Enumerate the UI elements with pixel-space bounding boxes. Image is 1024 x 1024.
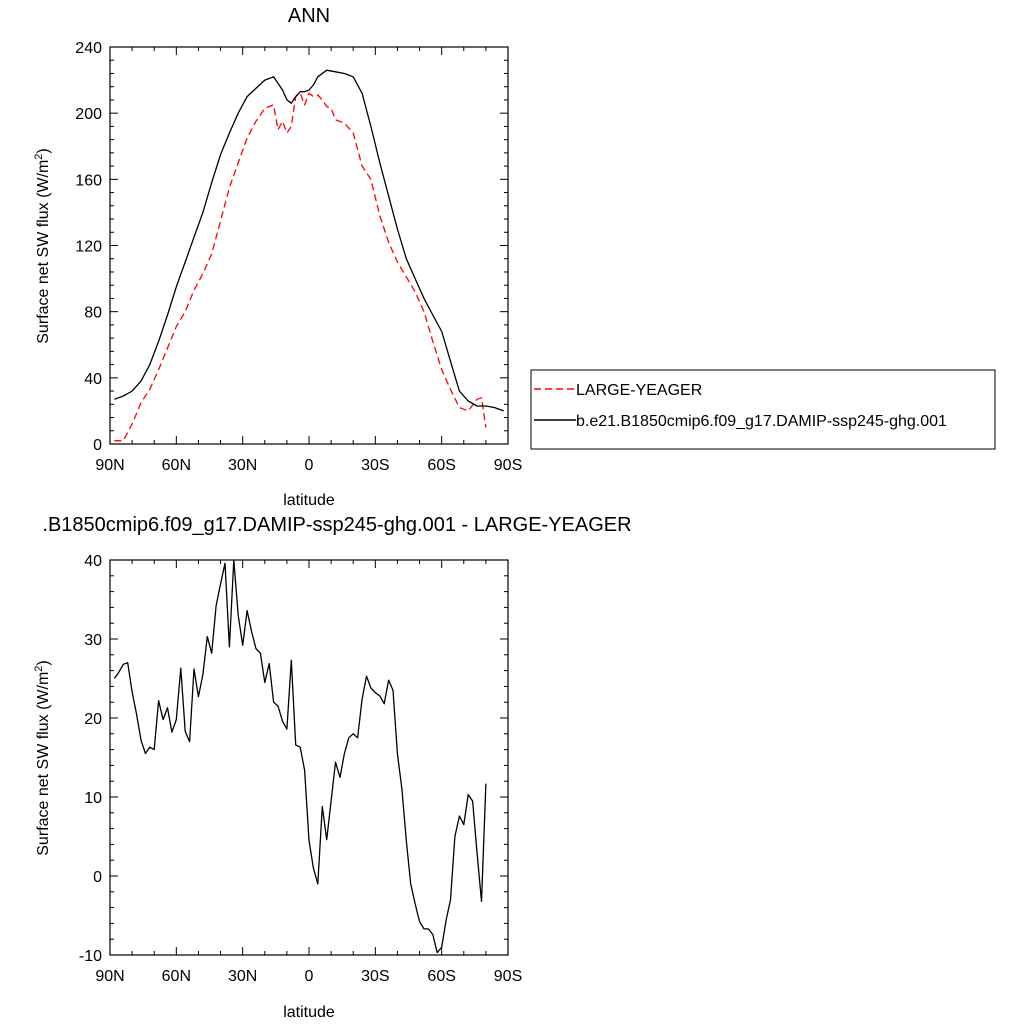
- top-y-axis-title-text: Surface net SW flux (W/m: [35, 160, 52, 344]
- bottom-y-axis-title-text: Surface net SW flux (W/m: [35, 672, 52, 856]
- bottom-x-tick-label: 30S: [361, 968, 389, 985]
- top-y-tick-label: 80: [84, 305, 102, 322]
- legend-label-b-e21: b.e21.B1850cmip6.f09_g17.DAMIP-ssp245-gh…: [576, 413, 947, 430]
- series-line-b-e21-b1850cmip6-f09-g17-damip-ssp245-ghg-001: [114, 69, 504, 412]
- bottom-x-tick-label: 60N: [162, 968, 191, 985]
- top-x-tick-label: 90N: [95, 457, 124, 474]
- bottom-x-tick-label: 30N: [228, 968, 257, 985]
- top-x-tick-label: 60S: [427, 457, 455, 474]
- top-y-axis-title-sup: 2: [33, 154, 45, 160]
- top-y-tick-label: 240: [75, 40, 102, 57]
- bottom-y-tick-label: 30: [84, 632, 102, 649]
- bottom-panel: .B1850cmip6.f09_g17.DAMIP-ssp245-ghg.001…: [33, 514, 632, 1021]
- bottom-y-tick-label: 40: [84, 553, 102, 570]
- bottom-y-axis-title-close: ): [35, 660, 52, 665]
- top-panel: ANN 90N 60N 30N 0 30S 60S 90S 0 40 80 120 160 200 240…: [33, 5, 996, 509]
- top-y-tick-label: 40: [84, 371, 102, 388]
- top-x-tick-label: 60N: [162, 457, 191, 474]
- bottom-x-axis-title: latitude: [283, 1004, 335, 1021]
- top-x-tick-label: 30S: [361, 457, 389, 474]
- bottom-x-tick-label: 90S: [494, 968, 522, 985]
- top-y-tick-label: 160: [75, 172, 102, 189]
- bottom-x-tick-label: 90N: [95, 968, 124, 985]
- top-y-axis-title-close: ): [35, 148, 52, 153]
- top-y-tick-label: 200: [75, 106, 102, 123]
- bottom-y-axis-title-sup: 2: [33, 666, 45, 672]
- bottom-panel-title: .B1850cmip6.f09_g17.DAMIP-ssp245-ghg.001…: [42, 514, 631, 536]
- legend-box: [530, 369, 996, 450]
- top-x-tick-label: 90S: [494, 457, 522, 474]
- bottom-series-line-0: [113, 559, 487, 954]
- bottom-x-tick-label: 0: [305, 968, 314, 985]
- bottom-y-tick-label: 10: [84, 790, 102, 807]
- bottom-plot-area: 90N 60N 30N 0 30S 60S 90S -10 0 10 20 30 40: [79, 553, 522, 985]
- bottom-y-axis-title: Surface net SW flux (W/m2): [33, 660, 52, 856]
- top-y-tick-label: 120: [75, 239, 102, 256]
- legend-label-large-yeager: LARGE-YEAGER: [576, 382, 702, 399]
- top-x-axis-title: latitude: [283, 492, 335, 509]
- top-x-tick-label: 0: [305, 457, 314, 474]
- top-y-axis-title: Surface net SW flux (W/m2): [33, 148, 52, 344]
- bottom-plot-frame: [109, 559, 509, 956]
- top-plot-area: 90N 60N 30N 0 30S 60S 90S 0 40 80 120 160 200 240: [75, 40, 522, 474]
- bottom-y-tick-label: 0: [93, 869, 102, 886]
- bottom-y-tick-label: 20: [84, 711, 102, 728]
- series-line-large-yeager: [114, 92, 487, 442]
- top-panel-title: ANN: [288, 5, 330, 27]
- top-x-tick-label: 30N: [228, 457, 257, 474]
- top-y-tick-label: 0: [93, 437, 102, 454]
- legend: LARGE-YEAGER b.e21.B1850cmip6.f09_g17.DA…: [530, 369, 996, 450]
- bottom-y-tick-label: -10: [79, 948, 102, 965]
- bottom-x-tick-label: 60S: [427, 968, 455, 985]
